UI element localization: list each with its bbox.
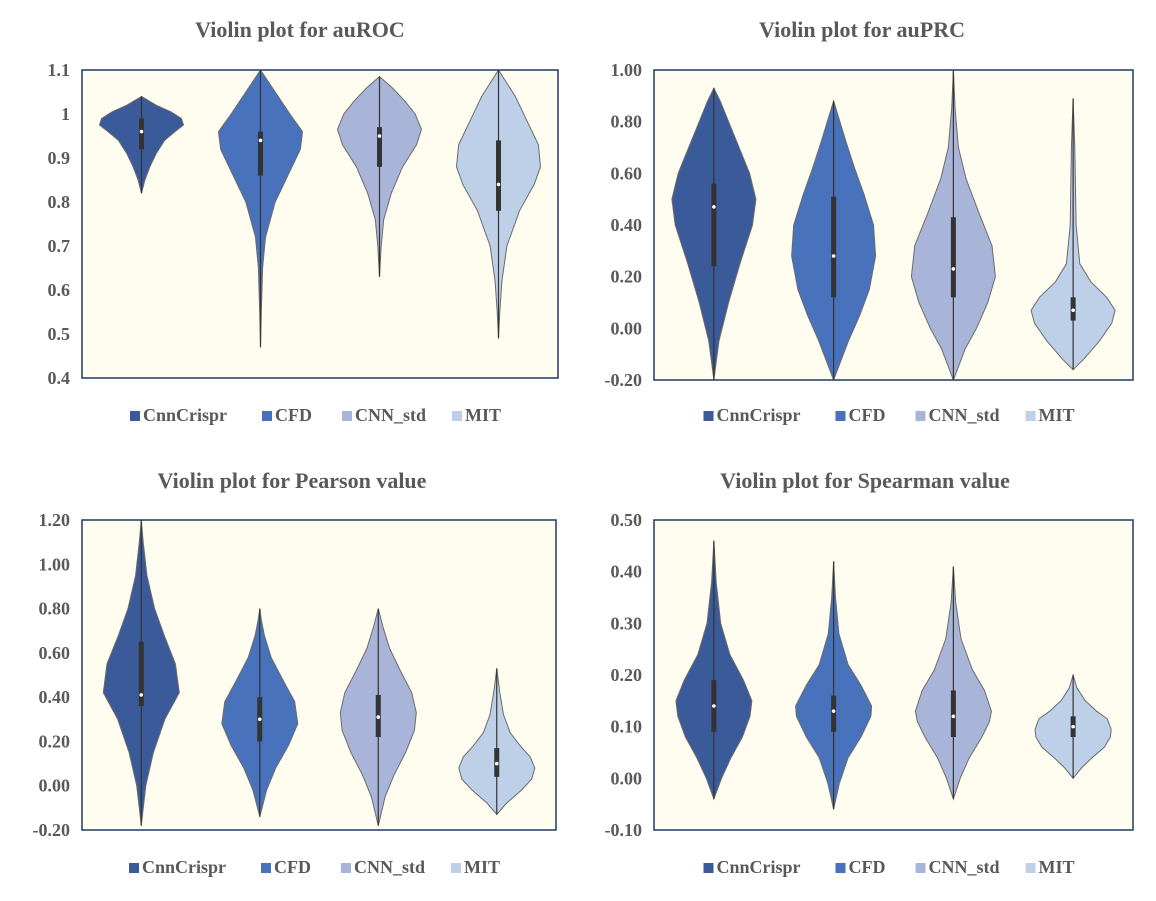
legend-entry: MIT <box>465 405 501 425</box>
y-tick-label: 1.00 <box>611 60 643 80</box>
legend-entry: CnnCrispr <box>143 405 227 425</box>
legend-entry: CFD <box>274 857 311 877</box>
y-tick-label: 0.4 <box>48 368 71 388</box>
y-tick-label: 0.60 <box>39 643 71 663</box>
y-tick-label: 0.40 <box>611 215 643 235</box>
chart-title: Violin plot for auPRC <box>759 17 965 42</box>
y-tick-label: -0.20 <box>605 370 643 390</box>
legend-entry: MIT <box>1039 405 1075 425</box>
legend-entry: CnnCrispr <box>717 405 801 425</box>
violin-median <box>951 267 956 271</box>
y-tick-label: 0.80 <box>611 112 643 132</box>
legend-swatch <box>915 863 926 873</box>
y-tick-label: 0.7 <box>48 236 71 256</box>
violin-box <box>138 641 144 706</box>
y-tick-label: -0.20 <box>33 820 71 840</box>
violin-median <box>951 714 956 719</box>
y-tick-label: 1.20 <box>39 510 71 530</box>
violin-box <box>831 196 837 298</box>
legend-entry: CNN_std <box>929 857 1000 877</box>
y-tick-label: 1.00 <box>39 554 71 574</box>
violin-median <box>139 693 144 697</box>
legend-swatch <box>451 863 461 873</box>
legend-swatch <box>703 863 714 873</box>
violin-median <box>258 138 263 143</box>
violin-median <box>712 205 716 209</box>
violin-median <box>376 715 381 719</box>
legend-swatch <box>835 863 846 873</box>
y-tick-label: 0.10 <box>611 717 643 737</box>
legend-swatch <box>915 411 926 421</box>
y-tick-label: 0.30 <box>611 613 643 633</box>
legend-swatch <box>261 863 271 873</box>
legend-entry: CnnCrispr <box>142 857 226 877</box>
violin-median <box>831 709 836 713</box>
y-tick-label: 0.50 <box>611 510 643 530</box>
y-tick-label: 0.00 <box>611 318 643 338</box>
y-tick-label: 0.40 <box>611 562 643 582</box>
legend-entry: CNN_std <box>355 405 426 425</box>
y-tick-label: 0.6 <box>48 280 71 300</box>
legend-swatch <box>342 411 352 421</box>
legend-swatch <box>835 411 846 421</box>
chart-title: Violin plot for Pearson value <box>158 468 427 493</box>
violin-median <box>831 254 836 258</box>
legend-entry: CFD <box>275 405 312 425</box>
chart-title: Violin plot for auROC <box>195 17 405 42</box>
violin-median <box>139 129 144 134</box>
violin-median <box>1071 308 1075 313</box>
violin-box <box>950 217 956 298</box>
y-tick-label: 0.40 <box>39 687 71 707</box>
violin-box <box>258 131 263 176</box>
violin-box <box>831 695 837 732</box>
violin-median <box>494 761 499 766</box>
legend-entry: CnnCrispr <box>717 857 801 877</box>
legend-swatch <box>1025 863 1036 873</box>
legend-swatch <box>262 411 272 421</box>
legend-entry: CNN_std <box>929 405 1000 425</box>
y-tick-label: 0.60 <box>611 163 643 183</box>
violin-median <box>712 704 716 708</box>
y-tick-label: 0.8 <box>48 192 71 212</box>
violin-box <box>377 127 382 167</box>
violin-median <box>496 182 501 187</box>
legend-entry: MIT <box>464 857 500 877</box>
legend-swatch <box>703 411 714 421</box>
violin-median <box>257 717 262 722</box>
legend-entry: MIT <box>1039 857 1075 877</box>
legend-swatch <box>1025 411 1036 421</box>
y-tick-label: 0.80 <box>39 599 71 619</box>
chart-panel-2: Violin plot for auPRC -0.20 0.00 0.20 0.40 0.… <box>605 17 1134 425</box>
y-tick-label: 0.20 <box>611 267 643 287</box>
violin-median <box>1071 724 1075 729</box>
chart-panel-4: Violin plot for Spearman value -0.10 0.00 0… <box>605 468 1134 877</box>
legend-swatch <box>130 411 140 421</box>
chart-panel-1: Violin plot for auROC 0.4 0.5 0.6 0.7 0.8 0.9 1… <box>48 17 559 425</box>
chart-panel-3: Violin plot for Pearson value -0.20 0.00 0.… <box>33 468 557 877</box>
y-tick-label: 0.5 <box>48 324 71 344</box>
violin-box <box>139 118 144 150</box>
y-tick-label: 1 <box>61 104 70 124</box>
violin-box <box>950 690 956 737</box>
y-tick-label: 0.20 <box>39 731 71 751</box>
legend-swatch <box>341 863 351 873</box>
y-tick-label: 0.20 <box>611 665 643 685</box>
violin-box <box>496 140 501 211</box>
legend-entry: CNN_std <box>354 857 425 877</box>
legend-entry: CFD <box>849 857 886 877</box>
violin-box <box>711 183 717 267</box>
y-tick-label: 0.9 <box>48 148 71 168</box>
legend-swatch <box>452 411 462 421</box>
y-tick-label: 1.1 <box>48 60 71 80</box>
y-tick-label: -0.10 <box>605 820 643 840</box>
violin-median <box>377 134 382 138</box>
y-tick-label: 0.00 <box>39 776 71 796</box>
legend-swatch <box>129 863 139 873</box>
chart-title: Violin plot for Spearman value <box>720 468 1010 493</box>
legend-entry: CFD <box>849 405 886 425</box>
y-tick-label: 0.00 <box>611 768 643 788</box>
